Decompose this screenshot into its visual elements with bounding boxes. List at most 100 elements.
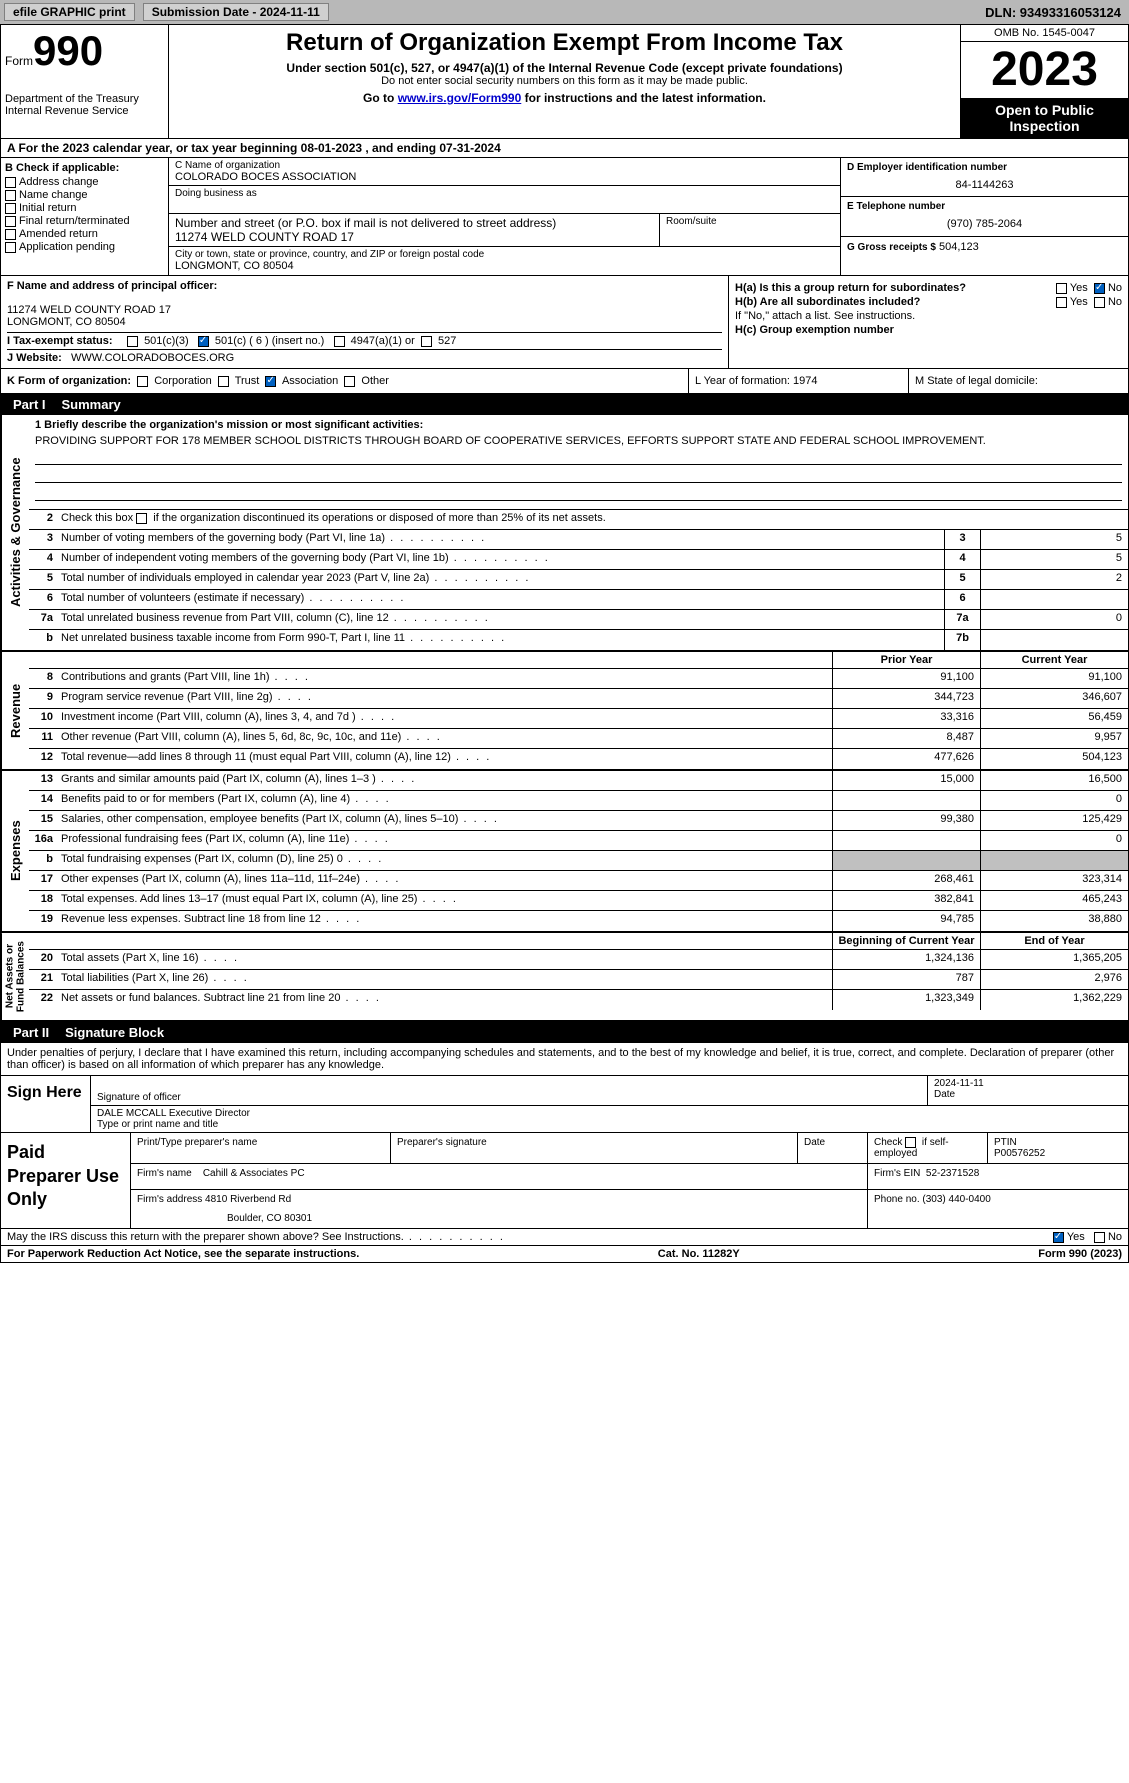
section-bcdeg: B Check if applicable: Address change Na… xyxy=(1,158,1128,276)
chk-other[interactable] xyxy=(344,376,355,387)
chk-4947[interactable] xyxy=(334,336,345,347)
firm-address-2: Boulder, CO 80301 xyxy=(227,1213,861,1224)
hdr-end-year: End of Year xyxy=(980,933,1128,949)
submission-date-button[interactable]: Submission Date - 2024-11-11 xyxy=(143,3,329,21)
chk-assoc[interactable] xyxy=(265,376,276,387)
chk-final-return[interactable]: Final return/terminated xyxy=(5,215,164,227)
line-13: 13Grants and similar amounts paid (Part … xyxy=(29,771,1128,791)
line-18: 18Total expenses. Add lines 13–17 (must … xyxy=(29,891,1128,911)
firm-ein: 52-2371528 xyxy=(926,1168,979,1179)
chk-discuss-yes[interactable] xyxy=(1053,1232,1064,1243)
box-b: B Check if applicable: Address change Na… xyxy=(1,158,169,275)
hdr-beginning-year: Beginning of Current Year xyxy=(832,933,980,949)
form-subtitle-3: Go to www.irs.gov/Form990 for instructio… xyxy=(173,91,956,105)
hdr-current-year: Current Year xyxy=(980,652,1128,668)
form-title: Return of Organization Exempt From Incom… xyxy=(173,29,956,57)
omb-number: OMB No. 1545-0047 xyxy=(961,25,1128,42)
chk-initial-return[interactable]: Initial return xyxy=(5,202,164,214)
section-fh: F Name and address of principal officer:… xyxy=(1,276,1128,369)
room-suite-label: Room/suite xyxy=(660,214,840,246)
chk-501c[interactable] xyxy=(198,336,209,347)
chk-501c3[interactable] xyxy=(127,336,138,347)
state-domicile: M State of legal domicile: xyxy=(908,369,1128,393)
line-17: 17Other expenses (Part IX, column (A), l… xyxy=(29,871,1128,891)
line-14: 14Benefits paid to or for members (Part … xyxy=(29,791,1128,811)
chk-ha-yes[interactable] xyxy=(1056,283,1067,294)
line-5: 5Total number of individuals employed in… xyxy=(29,570,1128,590)
top-bar: efile GRAPHIC print Submission Date - 20… xyxy=(0,0,1129,24)
line-b: bNet unrelated business taxable income f… xyxy=(29,630,1128,650)
chk-application-pending[interactable]: Application pending xyxy=(5,241,164,253)
org-name: COLORADO BOCES ASSOCIATION xyxy=(175,171,834,183)
vtab-expenses: Expenses xyxy=(1,771,29,931)
telephone: (970) 785-2064 xyxy=(847,218,1122,230)
chk-name-change[interactable]: Name change xyxy=(5,189,164,201)
website: WWW.COLORADOBOCES.ORG xyxy=(71,352,234,364)
officer-name: DALE MCCALL Executive Director xyxy=(97,1108,1122,1119)
chk-trust[interactable] xyxy=(218,376,229,387)
paid-preparer-block: Paid Preparer Use Only Print/Type prepar… xyxy=(1,1133,1128,1229)
line-22: 22Net assets or fund balances. Subtract … xyxy=(29,990,1128,1010)
section-activities-governance: Activities & Governance 1 Briefly descri… xyxy=(1,415,1128,652)
ein: 84-1144263 xyxy=(847,179,1122,191)
chk-discuss-no[interactable] xyxy=(1094,1232,1105,1243)
line-3: 3Number of voting members of the governi… xyxy=(29,530,1128,550)
line-19: 19Revenue less expenses. Subtract line 1… xyxy=(29,911,1128,931)
year-formation: L Year of formation: 1974 xyxy=(688,369,908,393)
line-12: 12Total revenue—add lines 8 through 11 (… xyxy=(29,749,1128,769)
box-c: C Name of organization COLORADO BOCES AS… xyxy=(169,158,840,275)
form-number: Form990 xyxy=(5,27,164,75)
form-header: Form990 Department of the Treasury Inter… xyxy=(1,25,1128,139)
row-j-label: J Website: xyxy=(7,352,62,364)
street-address: 11274 WELD COUNTY ROAD 17 xyxy=(175,230,653,244)
vtab-revenue: Revenue xyxy=(1,652,29,769)
footer-row: For Paperwork Reduction Act Notice, see … xyxy=(1,1246,1128,1262)
row-a-tax-year: A For the 2023 calendar year, or tax yea… xyxy=(1,139,1128,158)
line-11: 11Other revenue (Part VIII, column (A), … xyxy=(29,729,1128,749)
box-de: D Employer identification number 84-1144… xyxy=(840,158,1128,275)
box-f: F Name and address of principal officer:… xyxy=(1,276,728,368)
chk-corp[interactable] xyxy=(137,376,148,387)
section-net-assets: Net Assets or Fund Balances Beginning of… xyxy=(1,933,1128,1022)
chk-ha-no[interactable] xyxy=(1094,283,1105,294)
vtab-activities: Activities & Governance xyxy=(1,415,29,650)
vtab-net-assets: Net Assets or Fund Balances xyxy=(1,933,29,1020)
line-b: bTotal fundraising expenses (Part IX, co… xyxy=(29,851,1128,871)
chk-address-change[interactable]: Address change xyxy=(5,176,164,188)
firm-name: Cahill & Associates PC xyxy=(203,1168,305,1179)
dept-label: Department of the Treasury Internal Reve… xyxy=(5,93,164,117)
signature-intro: Under penalties of perjury, I declare th… xyxy=(1,1043,1128,1076)
dba-label: Doing business as xyxy=(175,188,834,199)
gross-receipts: 504,123 xyxy=(939,241,979,253)
line-20: 20Total assets (Part X, line 16)1,324,13… xyxy=(29,950,1128,970)
row-klm: K Form of organization: Corporation Trus… xyxy=(1,369,1128,394)
form-990: Form990 Department of the Treasury Inter… xyxy=(0,24,1129,1263)
line-8: 8Contributions and grants (Part VIII, li… xyxy=(29,669,1128,689)
line-2: 2Check this box if the organization disc… xyxy=(29,510,1128,530)
irs-link[interactable]: www.irs.gov/Form990 xyxy=(398,91,522,105)
dln-label: DLN: 93493316053124 xyxy=(985,5,1121,20)
box-h: H(a) Is this a group return for subordin… xyxy=(728,276,1128,368)
efile-print-button[interactable]: efile GRAPHIC print xyxy=(4,3,135,21)
firm-phone: (303) 440-0400 xyxy=(922,1194,990,1205)
chk-hb-no[interactable] xyxy=(1094,297,1105,308)
hdr-prior-year: Prior Year xyxy=(832,652,980,668)
open-public-badge: Open to Public Inspection xyxy=(961,98,1128,138)
ptin: P00576252 xyxy=(994,1148,1122,1159)
line-16a: 16aProfessional fundraising fees (Part I… xyxy=(29,831,1128,851)
section-expenses: Expenses 13Grants and similar amounts pa… xyxy=(1,771,1128,933)
chk-self-employed[interactable] xyxy=(905,1137,916,1148)
part-2-header: Part II Signature Block xyxy=(1,1022,1128,1043)
line-6: 6Total number of volunteers (estimate if… xyxy=(29,590,1128,610)
chk-line2[interactable] xyxy=(136,513,147,524)
line-10: 10Investment income (Part VIII, column (… xyxy=(29,709,1128,729)
form-subtitle-1: Under section 501(c), 527, or 4947(a)(1)… xyxy=(173,61,956,75)
chk-amended-return[interactable]: Amended return xyxy=(5,228,164,240)
section-revenue: Revenue Prior Year Current Year 8Contrib… xyxy=(1,652,1128,771)
chk-hb-yes[interactable] xyxy=(1056,297,1067,308)
row-i-label: I Tax-exempt status: xyxy=(7,335,127,347)
part-1-header: Part I Summary xyxy=(1,394,1128,415)
tax-year: 2023 xyxy=(961,42,1128,98)
line-9: 9Program service revenue (Part VIII, lin… xyxy=(29,689,1128,709)
chk-527[interactable] xyxy=(421,336,432,347)
